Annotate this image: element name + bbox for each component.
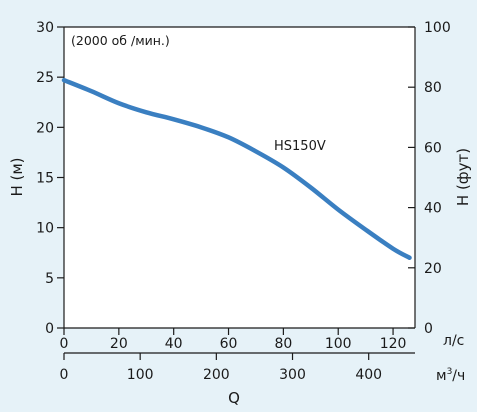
x-unit-top-label: л/с <box>443 333 464 349</box>
series-line-hs150v <box>61 77 412 261</box>
y-left-tick-label: 30 <box>36 20 54 36</box>
x-ls-tick-label: 0 <box>60 336 69 352</box>
y-left-tick-label: 15 <box>36 171 54 187</box>
x-ls-tick-label: 120 <box>380 336 407 352</box>
y-axis-right-title: H (фут) <box>454 148 472 206</box>
y-left-tick-label: 25 <box>36 70 54 86</box>
x-m3h-tick-label: 200 <box>203 367 230 383</box>
y-right-tick-label: 80 <box>424 80 442 96</box>
x-m3h-tick-label: 300 <box>279 367 306 383</box>
x-ls-tick-label: 40 <box>165 336 183 352</box>
y-right-tick-label: 20 <box>424 261 442 277</box>
x-ls-tick-label: 60 <box>220 336 238 352</box>
x-unit-bottom-label: м3/ч <box>436 367 465 384</box>
speed-annotation: (2000 об /мин.) <box>71 33 170 48</box>
x-ls-tick-label: 20 <box>110 336 128 352</box>
series-label-hs150v: HS150V <box>274 139 326 154</box>
y-right-tick-label: 60 <box>424 140 442 156</box>
y-left-tick-label: 5 <box>45 271 54 287</box>
x-ls-tick-label: 100 <box>325 336 352 352</box>
y-left-tick-label: 0 <box>45 321 54 337</box>
marks <box>61 77 412 261</box>
y-left-tick-label: 20 <box>36 120 54 136</box>
x-axis-title: Q <box>228 389 240 407</box>
x-m3h-tick-label: 400 <box>355 367 382 383</box>
x-m3h-tick-label: 100 <box>127 367 154 383</box>
x-m3h-tick-label: 0 <box>60 367 69 383</box>
x-unit-bottom-base: м <box>436 368 447 384</box>
y-right-tick-label: 100 <box>424 20 451 36</box>
y-left-tick-label: 10 <box>36 221 54 237</box>
y-right-tick-label: 0 <box>424 321 433 337</box>
plot-area <box>64 27 415 328</box>
x-unit-bottom-tail: /ч <box>452 368 465 384</box>
x-unit-bottom-sup: 3 <box>447 367 453 377</box>
y-right-tick-label: 40 <box>424 201 442 217</box>
x-ls-tick-label: 80 <box>274 336 292 352</box>
y-axis-left-title: H (м) <box>8 157 26 196</box>
